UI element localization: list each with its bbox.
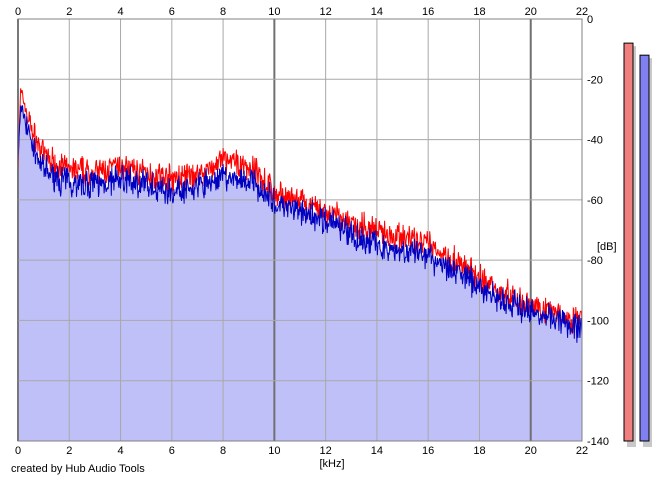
series-line [17,105,583,343]
level-meter-bar [639,54,650,442]
x-tick-label-bottom: 4 [117,445,123,457]
x-tick-label-bottom: 22 [576,445,588,457]
x-tick-label-bottom: 2 [66,445,72,457]
x-tick-label-top: 6 [169,6,175,18]
x-tick-label-top: 12 [320,6,332,18]
x-tick-label-top: 22 [576,6,588,18]
x-tick-label-bottom: 8 [220,445,226,457]
x-tick-label-bottom: 14 [371,445,383,457]
y-tick-label: -40 [587,135,603,147]
x-tick-label-top: 0 [15,6,21,18]
plot-frame [17,18,583,442]
x-tick-label-top: 14 [371,6,383,18]
y-tick-label: -100 [587,315,609,327]
y-tick-label: -140 [587,436,609,448]
x-tick-label-top: 8 [220,6,226,18]
y-tick-label: -120 [587,376,609,388]
x-tick-label-top: 20 [525,6,537,18]
x-tick-label-top: 18 [473,6,485,18]
x-tick-label-top: 2 [66,6,72,18]
x-tick-label-bottom: 16 [422,445,434,457]
x-tick-label-bottom: 10 [268,445,280,457]
x-tick-label-bottom: 12 [320,445,332,457]
x-tick-label-bottom: 18 [473,445,485,457]
x-tick-label-bottom: 0 [15,445,21,457]
credit-text: created by Hub Audio Tools [11,463,145,475]
series-line [17,88,583,335]
x-tick-label-bottom: 20 [525,445,537,457]
x-tick-label-top: 10 [268,6,280,18]
y-tick-label: 0 [587,14,593,26]
x-tick-label-top: 4 [117,6,123,18]
y-tick-label: -80 [587,255,603,267]
x-tick-label-top: 16 [422,6,434,18]
y-tick-label: -20 [587,74,603,86]
y-tick-label: -60 [587,195,603,207]
y-axis-label: [dB] [597,241,617,253]
x-axis-label: [kHz] [319,458,344,470]
x-tick-label-bottom: 6 [169,445,175,457]
level-meter-bar [623,42,634,442]
